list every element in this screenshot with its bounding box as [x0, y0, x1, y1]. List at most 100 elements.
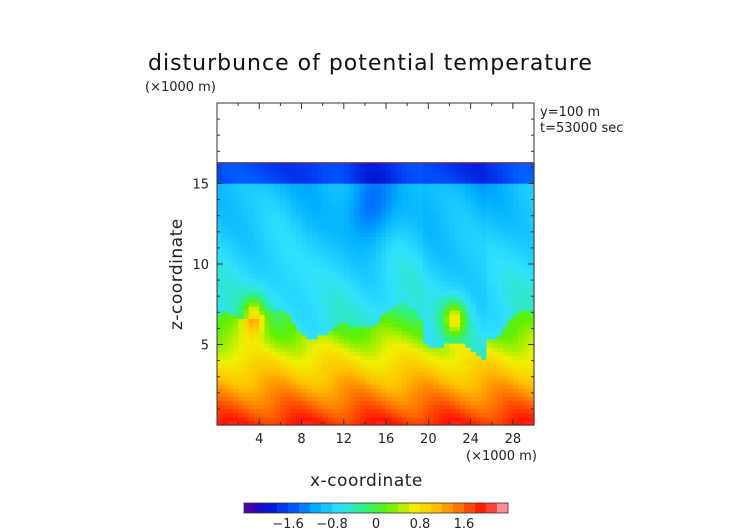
heatmap-cell — [296, 375, 303, 381]
heatmap-cell — [306, 203, 313, 209]
heatmap-cell — [349, 191, 355, 196]
heatmap-cell — [248, 170, 255, 176]
heatmap-cell — [481, 400, 488, 406]
colorbar-swatch — [453, 503, 465, 513]
heatmap-cell — [232, 347, 239, 352]
heatmap-cell — [222, 379, 229, 385]
heatmap-cell — [512, 400, 519, 406]
heatmap-cell — [248, 379, 255, 385]
heatmap-cell — [507, 379, 514, 385]
heatmap-cell — [502, 236, 509, 242]
heatmap-cell — [312, 240, 318, 246]
heatmap-cell — [253, 174, 260, 180]
heatmap-cell — [312, 314, 318, 319]
heatmap-cell — [296, 244, 303, 250]
heatmap-cell — [370, 256, 377, 262]
heatmap-cell — [306, 207, 313, 213]
heatmap-cell — [232, 166, 239, 172]
heatmap-cell — [386, 187, 392, 192]
heatmap-cell — [285, 297, 292, 303]
heatmap-cell — [481, 162, 488, 168]
heatmap-cell — [296, 248, 303, 254]
heatmap-cell — [481, 318, 488, 324]
heatmap-cell — [391, 420, 398, 426]
heatmap-cell — [312, 342, 318, 348]
heatmap-cell — [444, 215, 451, 221]
heatmap-cell — [275, 244, 281, 250]
heatmap-cell — [306, 293, 313, 299]
heatmap-cell — [259, 228, 266, 233]
heatmap-cell — [391, 375, 398, 381]
heatmap-cell — [333, 314, 340, 319]
heatmap-cell — [217, 215, 223, 221]
heatmap-cell — [248, 396, 255, 401]
heatmap-cell — [407, 265, 414, 270]
heatmap-cell — [317, 297, 324, 303]
heatmap-cell — [507, 318, 514, 324]
heatmap-cell — [364, 236, 371, 242]
heatmap-cell — [222, 277, 229, 283]
heatmap-cell — [380, 371, 387, 377]
heatmap-cell — [322, 363, 329, 369]
heatmap-cell — [518, 400, 525, 406]
heatmap-cell — [481, 306, 488, 311]
heatmap-cell — [454, 355, 461, 360]
heatmap-cell — [386, 236, 392, 242]
heatmap-cell — [433, 420, 440, 426]
heatmap-cell — [312, 408, 318, 414]
heatmap-cell — [243, 269, 250, 274]
heatmap-cell — [528, 367, 535, 373]
heatmap-cell — [502, 322, 509, 328]
heatmap-cell — [264, 199, 271, 205]
heatmap-cell — [349, 195, 355, 201]
heatmap-cell — [423, 367, 429, 373]
heatmap-cell — [349, 420, 355, 426]
heatmap-cell — [238, 232, 245, 237]
heatmap-cell — [338, 351, 345, 356]
heatmap-cell — [460, 420, 466, 426]
heatmap-cell — [275, 236, 281, 242]
heatmap-cell — [290, 338, 297, 344]
heatmap-cell — [497, 297, 503, 303]
heatmap-cell — [238, 297, 245, 303]
heatmap-cell — [423, 166, 429, 172]
heatmap-cell — [327, 195, 334, 201]
heatmap-cell — [222, 371, 229, 377]
heatmap-cell — [428, 363, 435, 369]
heatmap-cell — [280, 174, 287, 180]
heatmap-cell — [391, 322, 398, 328]
heatmap-cell — [481, 408, 488, 414]
heatmap-cell — [438, 195, 445, 201]
heatmap-cell — [275, 371, 281, 377]
heatmap-cell — [232, 355, 239, 360]
heatmap-cell — [359, 363, 366, 369]
heatmap-cell — [491, 322, 498, 328]
heatmap-cell — [401, 162, 408, 168]
heatmap-cell — [486, 367, 493, 373]
heatmap-cell — [502, 392, 509, 397]
heatmap-cell — [349, 322, 355, 328]
heatmap-cell — [232, 178, 239, 184]
heatmap-cell — [269, 289, 276, 295]
heatmap-cell — [364, 318, 371, 324]
heatmap-cell — [296, 293, 303, 299]
heatmap-cell — [343, 273, 350, 278]
heatmap-cell — [306, 363, 313, 369]
heatmap-cell — [238, 244, 245, 250]
heatmap-cell — [396, 326, 403, 332]
heatmap-cell — [486, 256, 493, 262]
heatmap-cell — [380, 383, 387, 389]
heatmap-cell — [327, 191, 334, 196]
heatmap-cell — [222, 199, 229, 205]
heatmap-cell — [486, 211, 493, 217]
heatmap-cell — [407, 232, 414, 237]
heatmap-cell — [470, 392, 477, 397]
heatmap-cell — [349, 256, 355, 262]
heatmap-cell — [354, 215, 361, 221]
heatmap-cell — [449, 248, 456, 254]
heatmap-cell — [497, 293, 503, 299]
heatmap-cell — [407, 322, 414, 328]
heatmap-cell — [327, 318, 334, 324]
heatmap-cell — [507, 314, 514, 319]
heatmap-cell — [428, 289, 435, 295]
